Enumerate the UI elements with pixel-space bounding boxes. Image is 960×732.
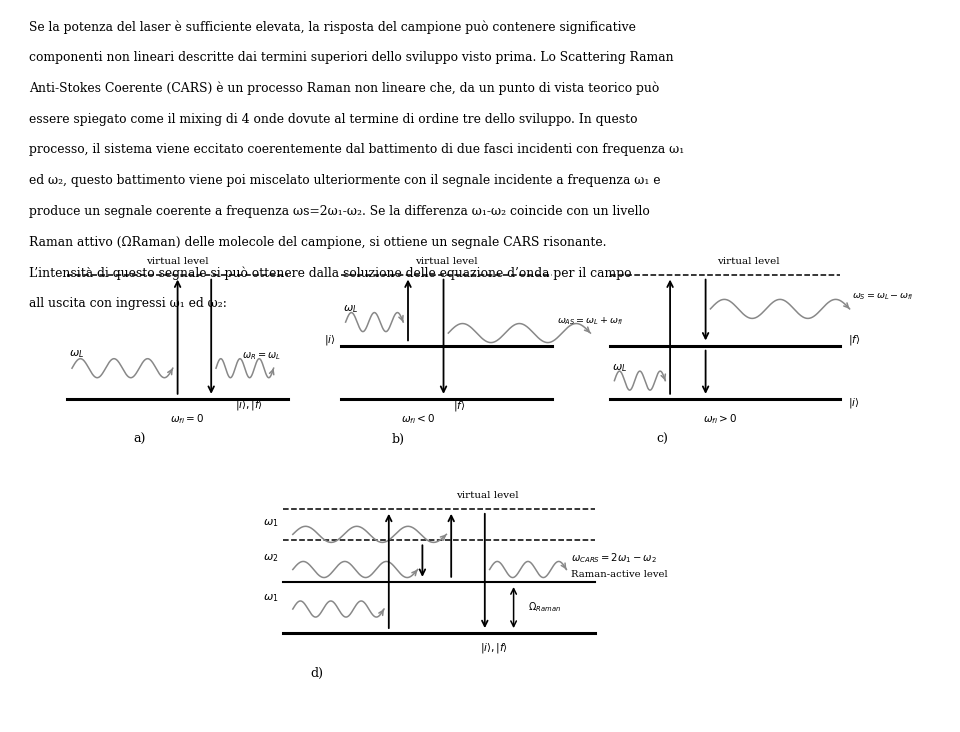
Text: all uscita con ingressi ω₁ ed ω₂:: all uscita con ingressi ω₁ ed ω₂: xyxy=(29,297,227,310)
Text: virtual level: virtual level xyxy=(717,257,780,266)
Text: processo, il sistema viene eccitato coerentemente dal battimento di due fasci in: processo, il sistema viene eccitato coer… xyxy=(29,143,684,157)
Text: c): c) xyxy=(657,433,668,446)
Text: $\omega_L$: $\omega_L$ xyxy=(69,348,84,360)
Text: virtual level: virtual level xyxy=(146,257,209,266)
Text: Raman attivo (ΩRaman) delle molecole del campione, si ottiene un segnale CARS ri: Raman attivo (ΩRaman) delle molecole del… xyxy=(29,236,607,249)
Text: $\omega_R=\omega_L$: $\omega_R=\omega_L$ xyxy=(242,350,280,362)
Text: $\omega_{fi}=0$: $\omega_{fi}=0$ xyxy=(170,413,204,426)
Text: $\omega_1$: $\omega_1$ xyxy=(263,592,278,604)
Text: $|f\rangle$: $|f\rangle$ xyxy=(453,399,466,414)
Text: a): a) xyxy=(133,433,145,446)
Text: d): d) xyxy=(310,667,324,680)
Text: $|i\rangle$: $|i\rangle$ xyxy=(848,395,859,410)
Text: $\omega_{fi}<0$: $\omega_{fi}<0$ xyxy=(400,413,435,426)
Text: $\omega_L$: $\omega_L$ xyxy=(612,362,627,374)
Text: $\omega_S=\omega_L-\omega_{fi}$: $\omega_S=\omega_L-\omega_{fi}$ xyxy=(852,292,913,302)
Text: ed ω₂, questo battimento viene poi miscelato ulteriormente con il segnale incide: ed ω₂, questo battimento viene poi misce… xyxy=(29,174,660,187)
Text: $\Omega_{Raman}$: $\Omega_{Raman}$ xyxy=(528,601,562,614)
Text: $|i\rangle$: $|i\rangle$ xyxy=(324,332,336,347)
Text: $|i\rangle,|f\rangle$: $|i\rangle,|f\rangle$ xyxy=(235,397,263,412)
Text: $\omega_{fi}>0$: $\omega_{fi}>0$ xyxy=(703,413,737,426)
Text: b): b) xyxy=(392,433,405,446)
Text: Se la potenza del laser è sufficiente elevata, la risposta del campione può cont: Se la potenza del laser è sufficiente el… xyxy=(29,20,636,34)
Text: Anti-Stokes Coerente (CARS) è un processo Raman non lineare che, da un punto di : Anti-Stokes Coerente (CARS) è un process… xyxy=(29,82,660,95)
Text: $\omega_1$: $\omega_1$ xyxy=(263,518,278,529)
Text: produce un segnale coerente a frequenza ωs=2ω₁-ω₂. Se la differenza ω₁-ω₂ coinci: produce un segnale coerente a frequenza … xyxy=(29,205,650,218)
Text: componenti non lineari descritte dai termini superiori dello sviluppo visto prim: componenti non lineari descritte dai ter… xyxy=(29,51,673,64)
Text: virtual level: virtual level xyxy=(456,491,518,500)
Text: $\omega_L$: $\omega_L$ xyxy=(343,303,358,315)
Text: $\omega_{AS}=\omega_L+\omega_{fi}$: $\omega_{AS}=\omega_L+\omega_{fi}$ xyxy=(557,315,623,327)
Text: L’intensità di questo segnale si può ottenere dalla soluzione delle equazione d’: L’intensità di questo segnale si può ott… xyxy=(29,266,632,280)
Text: $|f\rangle$: $|f\rangle$ xyxy=(848,332,860,347)
Text: $|i\rangle,|f\rangle$: $|i\rangle,|f\rangle$ xyxy=(480,640,509,655)
Text: $\omega_{CARS}=2\omega_1-\omega_2$: $\omega_{CARS}=2\omega_1-\omega_2$ xyxy=(571,551,657,564)
Text: Raman-active level: Raman-active level xyxy=(571,570,668,579)
Text: $\omega_2$: $\omega_2$ xyxy=(263,553,278,564)
Text: virtual level: virtual level xyxy=(415,257,478,266)
Text: essere spiegato come il mixing di 4 onde dovute al termine di ordine tre dello s: essere spiegato come il mixing di 4 onde… xyxy=(29,113,637,126)
